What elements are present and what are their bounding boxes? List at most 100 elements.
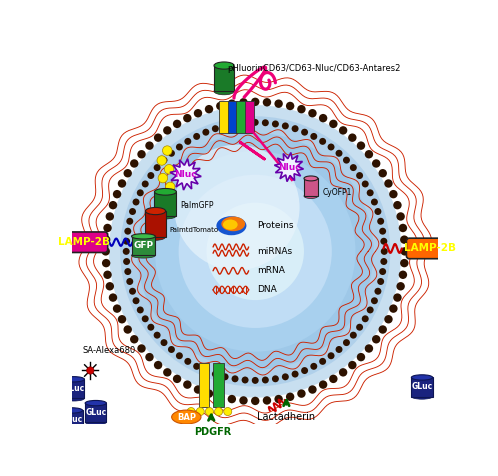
Circle shape xyxy=(120,116,390,387)
Circle shape xyxy=(379,268,386,275)
Ellipse shape xyxy=(145,208,166,215)
Circle shape xyxy=(310,363,317,370)
Circle shape xyxy=(132,198,139,206)
Text: Lactadherin: Lactadherin xyxy=(257,412,315,422)
Circle shape xyxy=(184,138,191,145)
Circle shape xyxy=(183,114,192,122)
Circle shape xyxy=(365,344,373,353)
Ellipse shape xyxy=(223,219,238,230)
Circle shape xyxy=(400,259,408,268)
Circle shape xyxy=(396,282,405,290)
Ellipse shape xyxy=(131,253,155,258)
Text: mRNA: mRNA xyxy=(257,266,285,275)
Circle shape xyxy=(379,228,386,235)
Ellipse shape xyxy=(131,234,155,239)
Bar xyxy=(145,211,166,237)
Text: PalmtdTomato: PalmtdTomato xyxy=(169,227,218,233)
Bar xyxy=(131,237,155,256)
Circle shape xyxy=(103,224,112,232)
Circle shape xyxy=(239,98,248,107)
Text: PalmGFP: PalmGFP xyxy=(180,201,214,210)
Circle shape xyxy=(87,367,94,374)
Circle shape xyxy=(232,375,239,382)
Circle shape xyxy=(173,375,181,383)
Circle shape xyxy=(212,371,219,377)
Circle shape xyxy=(242,377,249,384)
Circle shape xyxy=(372,159,380,168)
Text: GFP: GFP xyxy=(133,241,153,250)
Circle shape xyxy=(187,407,195,416)
Circle shape xyxy=(282,373,289,380)
Circle shape xyxy=(319,380,327,389)
Bar xyxy=(304,178,318,196)
Circle shape xyxy=(163,126,171,135)
Circle shape xyxy=(207,203,304,300)
Circle shape xyxy=(129,208,136,215)
Circle shape xyxy=(380,238,387,245)
Circle shape xyxy=(130,159,138,168)
Ellipse shape xyxy=(411,375,433,380)
Circle shape xyxy=(399,270,407,279)
Text: DNA: DNA xyxy=(257,285,277,294)
Circle shape xyxy=(123,238,130,245)
Circle shape xyxy=(348,361,357,369)
Circle shape xyxy=(365,150,373,159)
Circle shape xyxy=(123,248,129,255)
Text: CyOFP1: CyOFP1 xyxy=(323,188,353,197)
Ellipse shape xyxy=(468,265,489,272)
Circle shape xyxy=(154,133,162,142)
Circle shape xyxy=(274,395,283,403)
Circle shape xyxy=(348,133,357,142)
Circle shape xyxy=(154,164,160,171)
Circle shape xyxy=(145,141,154,150)
Circle shape xyxy=(202,367,209,374)
Circle shape xyxy=(286,393,294,401)
Bar xyxy=(219,101,229,133)
Ellipse shape xyxy=(304,176,318,181)
Circle shape xyxy=(380,258,387,265)
Circle shape xyxy=(184,358,191,365)
Ellipse shape xyxy=(172,410,201,424)
Circle shape xyxy=(357,353,365,361)
Circle shape xyxy=(137,344,146,353)
Circle shape xyxy=(272,120,279,128)
Circle shape xyxy=(137,307,144,313)
Circle shape xyxy=(232,120,239,128)
Text: LAMP-2B: LAMP-2B xyxy=(58,237,110,247)
Circle shape xyxy=(179,175,332,328)
Circle shape xyxy=(329,119,338,128)
Circle shape xyxy=(224,407,232,416)
Ellipse shape xyxy=(63,396,85,401)
Circle shape xyxy=(126,218,133,225)
Circle shape xyxy=(339,368,347,377)
Text: BAP: BAP xyxy=(177,413,196,422)
Circle shape xyxy=(176,144,183,150)
Circle shape xyxy=(297,389,306,398)
Circle shape xyxy=(130,335,138,344)
Bar xyxy=(228,101,237,133)
Circle shape xyxy=(336,346,343,353)
Bar xyxy=(214,363,224,407)
Bar xyxy=(199,363,209,407)
Circle shape xyxy=(362,315,369,322)
Circle shape xyxy=(183,380,192,389)
Circle shape xyxy=(194,385,202,394)
Text: PDGFR: PDGFR xyxy=(194,427,232,437)
Circle shape xyxy=(168,150,175,157)
Circle shape xyxy=(372,335,380,344)
Text: Nluc: Nluc xyxy=(174,170,197,179)
Circle shape xyxy=(328,352,335,359)
Ellipse shape xyxy=(61,427,83,432)
Circle shape xyxy=(202,129,209,136)
Circle shape xyxy=(263,98,271,107)
Ellipse shape xyxy=(154,212,176,219)
Circle shape xyxy=(274,99,283,108)
Bar xyxy=(85,403,107,422)
Circle shape xyxy=(319,358,326,365)
Bar xyxy=(214,66,234,91)
FancyBboxPatch shape xyxy=(406,238,455,259)
Circle shape xyxy=(297,105,306,113)
Circle shape xyxy=(242,119,249,126)
Circle shape xyxy=(173,119,181,128)
Circle shape xyxy=(389,190,397,198)
